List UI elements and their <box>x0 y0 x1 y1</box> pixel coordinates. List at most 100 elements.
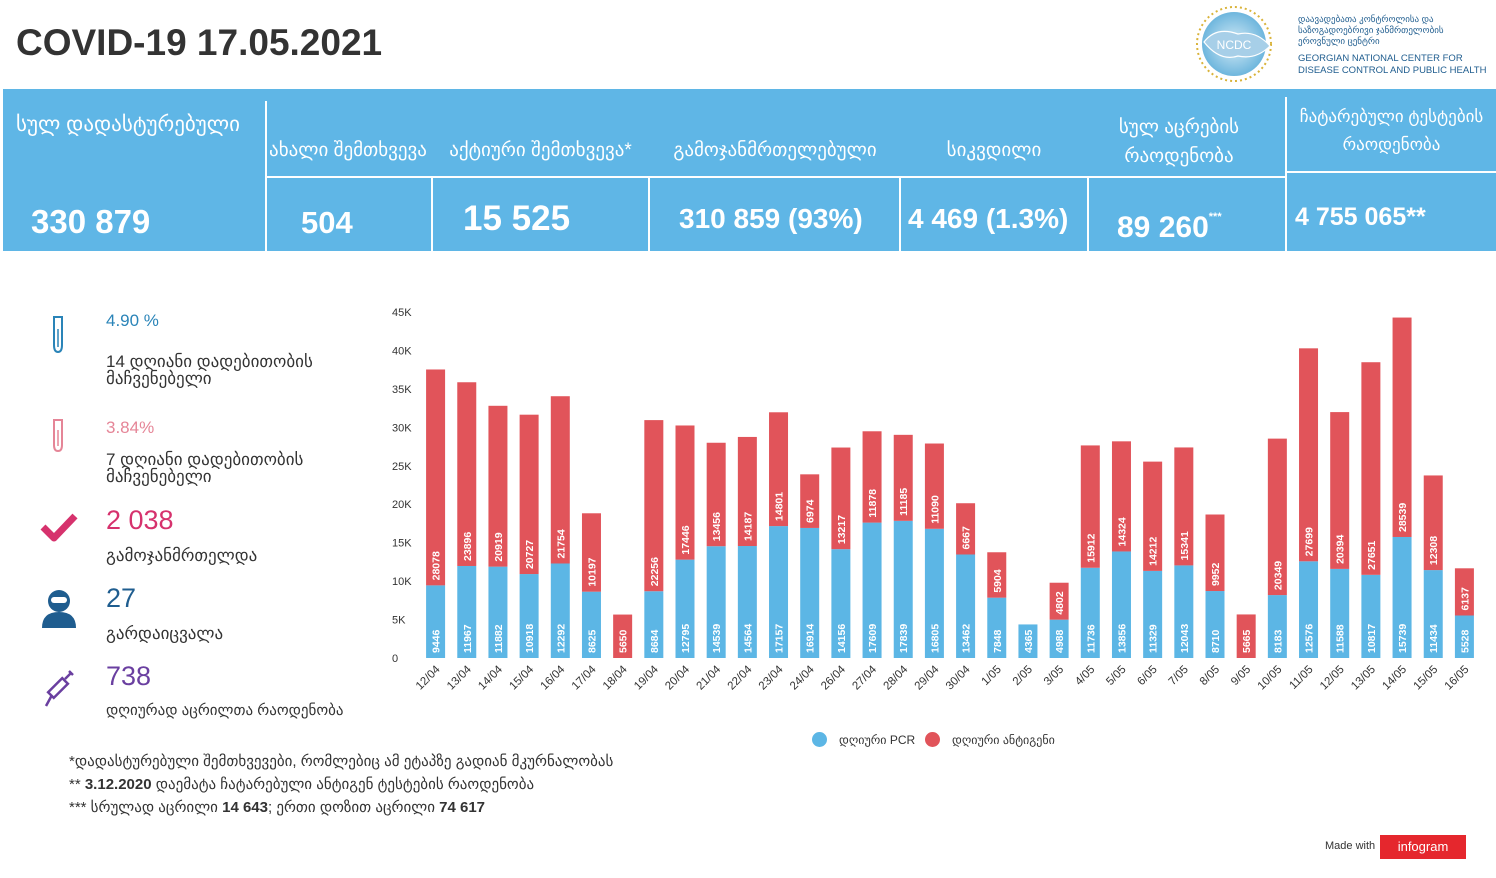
x-tick-label: 16/05 <box>1443 664 1472 693</box>
antigen-bar <box>800 474 820 528</box>
legend-antigen-label: დღიური ანტიგენი <box>952 733 1055 747</box>
pcr-data-label: 13856 <box>1116 624 1128 653</box>
pcr-bar <box>1361 574 1381 658</box>
antigen-data-label: 11878 <box>867 489 879 518</box>
x-tick-label: 16/04 <box>539 663 568 692</box>
pcr-bar <box>1392 536 1412 658</box>
x-tick-label: 11/05 <box>1287 664 1315 692</box>
x-tick-label: 13/04 <box>445 663 474 692</box>
positivity-14-label: 14 დღიანი დადებითობის მაჩვენებელი <box>106 352 313 388</box>
antigen-bar <box>987 552 1007 598</box>
deaths-value: 4 469 (1.3%) <box>908 203 1069 234</box>
y-tick-label: 35K <box>392 384 412 396</box>
x-tick-label: 18/04 <box>601 663 630 692</box>
antigen-bar <box>706 442 726 547</box>
pcr-data-label: 11967 <box>462 624 474 653</box>
pcr-data-label: 4365 <box>1023 629 1035 653</box>
pcr-data-label: 17609 <box>867 624 879 653</box>
pcr-data-label: 9446 <box>431 629 443 653</box>
x-tick-label: 5/05 <box>1104 664 1128 688</box>
antigen-bar <box>426 369 446 586</box>
legend-antigen-swatch <box>925 732 940 747</box>
footnote-3-full: 14 643 <box>222 799 268 816</box>
pcr-bar <box>800 527 820 658</box>
pcr-data-label: 11434 <box>1428 624 1440 653</box>
pcr-data-label: 8625 <box>586 629 598 653</box>
pcr-data-label: 12043 <box>1179 624 1191 653</box>
x-tick-label: 28/04 <box>882 663 911 692</box>
summary-band: სულ დადასტურებული 330 879 ახალი შემთხვევ… <box>3 89 1496 251</box>
recovered-label: გამოჯანმრთელებული <box>673 140 877 161</box>
antigen-data-label: 11090 <box>929 495 941 524</box>
antigen-data-label: 15912 <box>1085 533 1097 562</box>
pcr-bar <box>1205 591 1225 658</box>
x-tick-label: 17/04 <box>570 663 599 692</box>
y-tick-label: 15K <box>392 538 412 550</box>
pcr-data-label: 16805 <box>929 624 941 653</box>
pcr-bar <box>862 522 882 658</box>
antigen-data-label: 10197 <box>586 557 598 586</box>
antigen-data-label: 5665 <box>1241 629 1253 653</box>
pcr-bar <box>1423 570 1443 658</box>
made-with-label: Made with <box>1325 840 1376 852</box>
y-tick-label: 0 <box>392 653 398 665</box>
logo-english: GEORGIAN NATIONAL CENTER FOR DISEASE CON… <box>1298 53 1487 76</box>
daily-tests-chart: 0 5K 10K 15K 20K 25K 30K 35K 40K 45K 9446 28078 12/0… <box>392 307 1474 693</box>
antigen-data-label: 27651 <box>1366 540 1378 569</box>
pcr-data-label: 11736 <box>1085 624 1097 653</box>
footnote-2-date: 3.12.2020 <box>84 776 152 793</box>
total-confirmed-label: სულ დადასტურებული <box>16 113 240 136</box>
x-tick-label: 14/05 <box>1380 664 1409 693</box>
pcr-bar <box>1330 568 1350 658</box>
antigen-bar <box>1454 568 1474 616</box>
pcr-data-label: 8183 <box>1272 629 1284 653</box>
antigen-bar <box>581 513 601 592</box>
pcr-data-label: 10918 <box>524 624 536 653</box>
pcr-bar <box>675 559 695 658</box>
pcr-data-label: 17839 <box>898 624 910 653</box>
antigen-bar <box>675 425 695 560</box>
pcr-data-label: 12292 <box>555 624 567 653</box>
pcr-bar <box>1143 570 1163 658</box>
antigen-bar <box>550 396 570 564</box>
antigen-bar <box>769 412 789 527</box>
deaths-label: სიკვდილი <box>946 140 1042 161</box>
antigen-data-label: 14801 <box>774 492 786 521</box>
vaccinations-value-wrap: 89 260*** <box>1117 211 1222 245</box>
pcr-bar <box>924 528 944 658</box>
x-tick-label: 27/04 <box>850 663 879 692</box>
antigen-data-label: 6137 <box>1459 587 1471 611</box>
logo-badge: NCDC <box>1217 38 1252 52</box>
pcr-data-label: 7848 <box>992 629 1004 653</box>
antigen-bar <box>1392 317 1412 537</box>
antigen-bar <box>1236 614 1256 658</box>
divider <box>1087 176 1089 251</box>
pcr-data-label: 12795 <box>680 624 692 653</box>
total-confirmed-value: 330 879 <box>31 203 151 240</box>
pcr-data-label: 8710 <box>1210 629 1222 653</box>
pcr-data-label: 11588 <box>1335 624 1347 653</box>
pcr-data-label: 11329 <box>1148 624 1160 653</box>
antigen-bar <box>1049 582 1069 620</box>
pcr-data-label: 11882 <box>493 624 505 653</box>
pcr-data-label: 16914 <box>805 624 817 653</box>
infogram-badge[interactable]: infogram <box>1380 835 1466 859</box>
pcr-bar <box>488 566 508 658</box>
pcr-bar <box>457 565 477 658</box>
pcr-bar <box>1080 567 1100 658</box>
antigen-bar <box>1299 348 1319 562</box>
x-tick-label: 15/04 <box>507 663 536 692</box>
antigen-bar <box>1143 461 1163 571</box>
x-tick-label: 23/04 <box>757 663 786 692</box>
y-tick-label: 25K <box>392 461 412 473</box>
x-tick-label: 3/05 <box>1042 664 1066 688</box>
footnote-1: *დადასტურებული შემთხვევები, რომლებიც ამ … <box>69 753 614 770</box>
antigen-bar <box>644 420 664 592</box>
antigen-data-label: 17446 <box>680 525 692 554</box>
logo-georgian: დაავადებათა კონტროლისა და საზოგადოებრივი… <box>1298 14 1444 46</box>
x-tick-label: 12/04 <box>414 663 443 692</box>
antigen-bar <box>831 447 851 550</box>
antigen-bar <box>956 503 976 555</box>
pcr-data-label: 17157 <box>774 624 786 653</box>
antigen-bar <box>1361 362 1381 575</box>
